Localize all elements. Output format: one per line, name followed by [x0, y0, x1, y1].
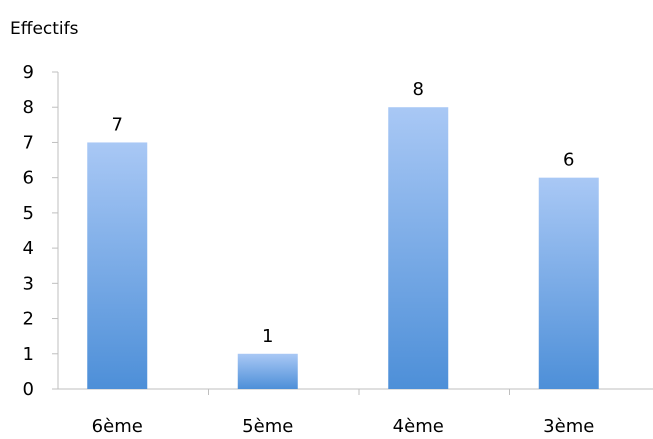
- bar: [538, 177, 599, 389]
- y-tick-label: 1: [23, 344, 34, 365]
- x-tick-label: 3ème: [543, 416, 594, 437]
- y-tick-label: 7: [23, 132, 34, 153]
- y-tick-label: 2: [23, 309, 34, 330]
- bar: [87, 142, 148, 389]
- y-tick-label: 6: [23, 168, 34, 189]
- y-tick-label: 4: [23, 238, 34, 259]
- x-tick-label: 4ème: [393, 416, 444, 437]
- bar: [388, 107, 449, 389]
- y-axis-title: Effectifs: [10, 19, 79, 39]
- data-label: 1: [262, 326, 273, 347]
- data-label: 8: [413, 79, 424, 100]
- bars: [87, 107, 599, 389]
- data-label: 7: [112, 114, 123, 135]
- y-tick-label: 5: [23, 203, 34, 224]
- y-tick-label: 8: [23, 97, 34, 118]
- x-tick-label: 6ème: [92, 416, 143, 437]
- y-tick-label: 0: [23, 379, 34, 400]
- bar: [237, 353, 298, 389]
- y-tick-label: 3: [23, 273, 34, 294]
- axes: 0 1 2 3 4 5 6 7 8 9: [23, 62, 653, 400]
- data-label: 6: [563, 150, 574, 171]
- y-tick-label: 9: [23, 62, 34, 83]
- x-tick-label: 5ème: [242, 416, 293, 437]
- labels: 7 6ème 1 5ème 8 4ème 6 3ème: [92, 79, 595, 437]
